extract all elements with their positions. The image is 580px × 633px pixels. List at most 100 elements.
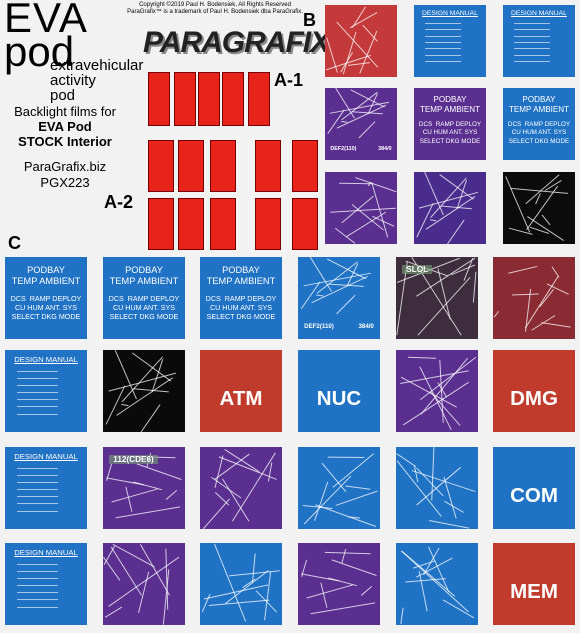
tile-heading: PODBAY <box>125 265 163 276</box>
tile-line: CU HUM ANT. SYS <box>422 129 478 137</box>
logo: PARAGRAFIX <box>143 26 330 59</box>
tile-line: SELECT DKG MODE <box>419 137 481 145</box>
film <box>248 72 270 126</box>
tile: PODBAY TEMP AMBIENT DCS RAMP DEPLOY CU HUM … <box>5 257 87 339</box>
tile-line: SELECT DKG MODE <box>11 313 81 322</box>
film <box>292 140 318 192</box>
tile: MEM <box>493 543 575 625</box>
tile: DESIGN MANUAL <box>414 5 486 77</box>
tile-heading: TEMP AMBIENT <box>206 276 276 287</box>
tile <box>493 257 575 339</box>
tile-graphic <box>326 6 379 75</box>
tile: PODBAY TEMP AMBIENT DCS RAMP DEPLOY CU HUM … <box>200 257 282 339</box>
tile-heading: DESIGN MANUAL <box>14 452 78 462</box>
tile-line: SELECT DKG MODE <box>508 137 570 145</box>
tile: COM <box>493 447 575 529</box>
film <box>210 140 236 192</box>
menu-row <box>424 41 461 43</box>
tile: NUC <box>298 350 380 432</box>
tile-line: DCS RAMP DEPLOY <box>10 294 82 303</box>
tile-word: COM <box>510 483 558 507</box>
tile <box>396 543 478 625</box>
tile-heading: DESIGN MANUAL <box>14 548 78 558</box>
tile: DEF2(110) 384/0 <box>325 88 397 160</box>
tile: 112(CDE6) <box>103 447 185 529</box>
menu-row <box>17 377 59 379</box>
tile-tag: SLOL <box>402 265 433 275</box>
tile-heading: DESIGN MANUAL <box>422 9 478 17</box>
tile-graphic <box>301 548 377 615</box>
tile <box>325 5 397 77</box>
tile-heading: TEMP AMBIENT <box>419 105 481 115</box>
copyright: ParaGrafix™ is a trademark of Paul H. Bo… <box>127 9 303 15</box>
tile: DESIGN MANUAL <box>5 350 87 432</box>
tile-graphic <box>302 453 378 527</box>
menu-row <box>513 41 550 43</box>
tile: DESIGN MANUAL <box>5 543 87 625</box>
film <box>148 198 174 250</box>
menu-row <box>17 481 59 483</box>
menu-row <box>513 48 550 50</box>
title: EVA <box>4 0 88 41</box>
film <box>178 198 204 250</box>
film <box>198 72 220 126</box>
tile-line: SELECT DKG MODE <box>109 313 179 322</box>
menu-row <box>17 467 59 469</box>
tile-graphic <box>201 543 280 622</box>
menu-row <box>424 60 461 62</box>
menu-row <box>424 29 461 31</box>
description: STOCK Interior <box>18 134 112 149</box>
tile-word: NUC <box>316 386 362 410</box>
film <box>148 72 170 126</box>
menu-row <box>424 54 461 56</box>
menu-row <box>17 577 59 579</box>
tile-graphic <box>103 543 180 625</box>
tile-heading: PODBAY <box>433 95 467 105</box>
tile-heading: PODBAY <box>522 95 556 105</box>
section-label: A-1 <box>274 70 304 90</box>
tile-word: ATM <box>219 386 263 410</box>
film <box>255 198 281 250</box>
tile: DMG <box>493 350 575 432</box>
menu-row <box>17 510 59 512</box>
tile-graphic <box>202 449 277 529</box>
tile: PODBAY TEMP AMBIENT DCS RAMP DEPLOY CU HUM … <box>103 257 185 339</box>
tile-line: CU HUM ANT. SYS <box>112 304 176 313</box>
film <box>222 72 244 126</box>
tile-graphic <box>400 356 477 431</box>
menu-row <box>513 29 550 31</box>
tile-graphic <box>493 265 571 332</box>
tile-graphic <box>300 257 371 315</box>
copyright: Copyright ©2019 Paul H. Bodensiek, All R… <box>139 2 291 8</box>
tile: PODBAY TEMP AMBIENT DCS RAMP DEPLOY CU HUM … <box>414 88 486 160</box>
tile <box>200 543 282 625</box>
menu-row <box>17 496 59 498</box>
tile-line: 384/0 <box>358 322 374 330</box>
tile <box>200 447 282 529</box>
tile <box>298 447 380 529</box>
tile-heading: TEMP AMBIENT <box>109 276 179 287</box>
tile: DESIGN MANUAL <box>503 5 575 77</box>
tile-heading: DESIGN MANUAL <box>14 355 78 365</box>
tile-heading: TEMP AMBIENT <box>11 276 81 287</box>
tile-graphic <box>327 88 390 139</box>
product-code: PGX223 <box>40 175 90 190</box>
tile-line: CU HUM ANT. SYS <box>209 304 273 313</box>
film <box>255 140 281 192</box>
tile-graphic <box>416 172 479 244</box>
tile-line: CU HUM ANT. SYS <box>511 129 567 137</box>
film <box>292 198 318 250</box>
menu-row <box>513 54 550 56</box>
film <box>148 140 174 192</box>
tile-heading: TEMP AMBIENT <box>508 105 570 115</box>
tile <box>103 543 185 625</box>
description: EVA Pod <box>38 119 92 134</box>
description: Backlight films for <box>14 104 116 119</box>
tile-line: DEF2(110) <box>304 322 334 330</box>
tile: SLOL <box>396 257 478 339</box>
menu-row <box>17 585 59 587</box>
tile <box>396 350 478 432</box>
tile-line: DCS RAMP DEPLOY <box>108 294 180 303</box>
subtitle: activity <box>50 72 96 89</box>
